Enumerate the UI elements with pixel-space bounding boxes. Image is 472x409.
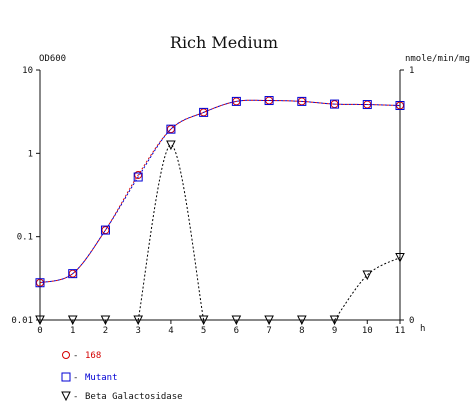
series-beta-galactosidase-point: [35, 315, 45, 326]
series-mutant-point: [199, 107, 209, 117]
series-mutant-point: [264, 96, 274, 106]
legend-item: - Beta Galactosidase: [61, 391, 183, 402]
right-axis-label: nmole/min/mg: [405, 54, 470, 64]
legend-label: Mutant: [85, 373, 118, 383]
x-tick-label: 4: [168, 326, 173, 336]
left-y-tick-label: 0.1: [17, 233, 33, 243]
series-mutant-point: [166, 124, 176, 134]
x-tick-label: 3: [135, 326, 140, 336]
legend-dash: -: [73, 392, 78, 402]
x-tick-label: 9: [332, 326, 337, 336]
x-tick-label: 2: [103, 326, 108, 336]
series-mutant-point: [362, 100, 372, 110]
series-mutant-point: [35, 278, 45, 288]
series-beta-galactosidase-point: [231, 315, 242, 326]
legend-label: Beta Galactosidase: [85, 392, 183, 402]
series-beta-galactosidase-line: [137, 144, 205, 321]
x-tick-label: 5: [201, 326, 206, 336]
legend-marker-point: [61, 372, 71, 382]
x-axis-label: h: [420, 324, 425, 334]
legend-dash: -: [73, 351, 78, 361]
series-beta-galactosidase-point: [198, 315, 209, 326]
series-beta-galactosidase: [35, 140, 405, 326]
legend-dash: -: [73, 373, 78, 383]
left-axis-label: OD600: [39, 54, 66, 64]
x-tick-label: 0: [37, 326, 42, 336]
x-tick-label: 7: [266, 326, 271, 336]
series-beta-galactosidase-point: [264, 315, 274, 326]
legend-marker-point: [62, 351, 70, 359]
left-y-tick-label: 10: [22, 66, 33, 76]
series-beta-galactosidase-line: [334, 257, 401, 321]
series-beta-galactosidase-point: [297, 315, 307, 326]
series-beta-galactosidase-point: [100, 315, 111, 326]
x-tick-label: 1: [70, 326, 75, 336]
series-beta-galactosidase-point: [166, 140, 176, 151]
right-y-tick-label: 1: [409, 66, 414, 76]
legend-item: - Mutant: [61, 372, 118, 383]
legend-label: 168: [85, 351, 101, 361]
series-beta-galactosidase-point: [395, 253, 405, 263]
series-group: [35, 96, 405, 326]
legend-item: -168: [62, 351, 101, 361]
x-tick-label: 8: [299, 326, 304, 336]
x-tick-label: 11: [395, 326, 406, 336]
series-mutant-point: [133, 172, 143, 182]
x-tick-label: 10: [362, 326, 373, 336]
series-mutant-point: [395, 100, 405, 110]
series-mutant-point: [330, 99, 340, 109]
series-mutant-point: [68, 269, 78, 279]
series-mutant-line: [39, 99, 401, 284]
series-168-line: [39, 99, 401, 284]
series-168: [36, 96, 404, 287]
left-y-tick-label: 0.01: [11, 316, 33, 326]
legend-marker-point: [61, 391, 71, 402]
axes-group: [39, 70, 401, 321]
series-mutant: [35, 96, 405, 288]
series-beta-galactosidase-point: [133, 315, 143, 326]
chart-title: Rich Medium: [170, 33, 278, 52]
right-y-tick-label: 0: [409, 316, 414, 326]
series-mutant-point: [100, 225, 110, 235]
legend-group: -168- Mutant- Beta Galactosidase: [61, 351, 183, 402]
series-beta-galactosidase-point: [362, 270, 373, 281]
series-mutant-point: [231, 96, 241, 106]
left-y-tick-label: 1: [28, 149, 33, 159]
series-beta-galactosidase-point: [329, 315, 340, 326]
x-tick-label: 6: [234, 326, 239, 336]
series-mutant-point: [297, 96, 307, 106]
series-beta-galactosidase-point: [67, 315, 78, 326]
